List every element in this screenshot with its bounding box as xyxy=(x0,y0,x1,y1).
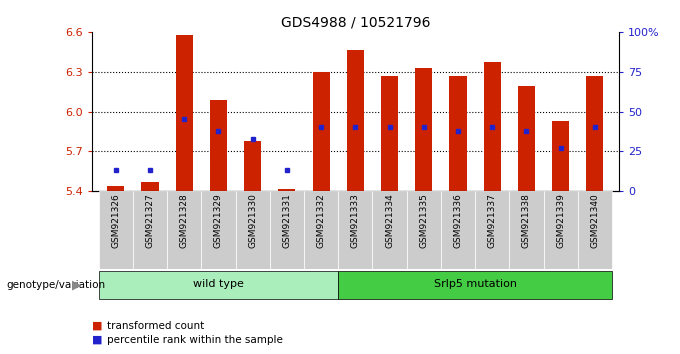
Text: GSM921333: GSM921333 xyxy=(351,194,360,249)
Title: GDS4988 / 10521796: GDS4988 / 10521796 xyxy=(281,15,430,29)
Bar xyxy=(509,191,543,269)
Bar xyxy=(99,270,338,299)
Bar xyxy=(304,191,338,269)
Bar xyxy=(244,141,261,191)
Text: GSM921331: GSM921331 xyxy=(282,194,291,249)
Bar xyxy=(552,121,569,191)
Text: GSM921340: GSM921340 xyxy=(590,194,599,248)
Bar xyxy=(407,191,441,269)
Text: GSM921337: GSM921337 xyxy=(488,194,496,249)
Text: GSM921334: GSM921334 xyxy=(385,194,394,248)
Bar xyxy=(235,191,270,269)
Bar xyxy=(107,186,124,191)
Bar xyxy=(338,270,612,299)
Text: ▶: ▶ xyxy=(72,279,82,291)
Bar xyxy=(483,62,500,191)
Text: wild type: wild type xyxy=(193,279,244,289)
Text: transformed count: transformed count xyxy=(107,321,204,331)
Bar xyxy=(133,191,167,269)
Text: GSM921336: GSM921336 xyxy=(454,194,462,249)
Text: GSM921326: GSM921326 xyxy=(112,194,120,248)
Bar xyxy=(313,72,330,191)
Bar xyxy=(373,191,407,269)
Text: GSM921329: GSM921329 xyxy=(214,194,223,248)
Text: GSM921335: GSM921335 xyxy=(420,194,428,249)
Bar xyxy=(475,191,509,269)
Bar xyxy=(210,99,227,191)
Bar xyxy=(578,191,612,269)
Text: GSM921338: GSM921338 xyxy=(522,194,531,249)
Text: GSM921328: GSM921328 xyxy=(180,194,188,248)
Bar xyxy=(415,68,432,191)
Text: GSM921332: GSM921332 xyxy=(317,194,326,248)
Text: ■: ■ xyxy=(92,321,102,331)
Bar xyxy=(518,86,535,191)
Bar xyxy=(381,76,398,191)
Text: ■: ■ xyxy=(92,335,102,345)
Text: GSM921339: GSM921339 xyxy=(556,194,565,249)
Bar xyxy=(347,50,364,191)
Bar xyxy=(201,191,235,269)
Bar xyxy=(99,191,133,269)
Text: GSM921330: GSM921330 xyxy=(248,194,257,249)
Bar xyxy=(338,191,373,269)
Bar xyxy=(141,182,158,191)
Bar xyxy=(278,189,295,191)
Text: Srlp5 mutation: Srlp5 mutation xyxy=(434,279,517,289)
Bar xyxy=(441,191,475,269)
Bar xyxy=(270,191,304,269)
Text: percentile rank within the sample: percentile rank within the sample xyxy=(107,335,283,345)
Bar xyxy=(167,191,201,269)
Text: genotype/variation: genotype/variation xyxy=(7,280,106,290)
Text: GSM921327: GSM921327 xyxy=(146,194,154,248)
Bar xyxy=(449,76,466,191)
Bar xyxy=(586,76,603,191)
Bar xyxy=(175,34,192,191)
Bar xyxy=(543,191,578,269)
